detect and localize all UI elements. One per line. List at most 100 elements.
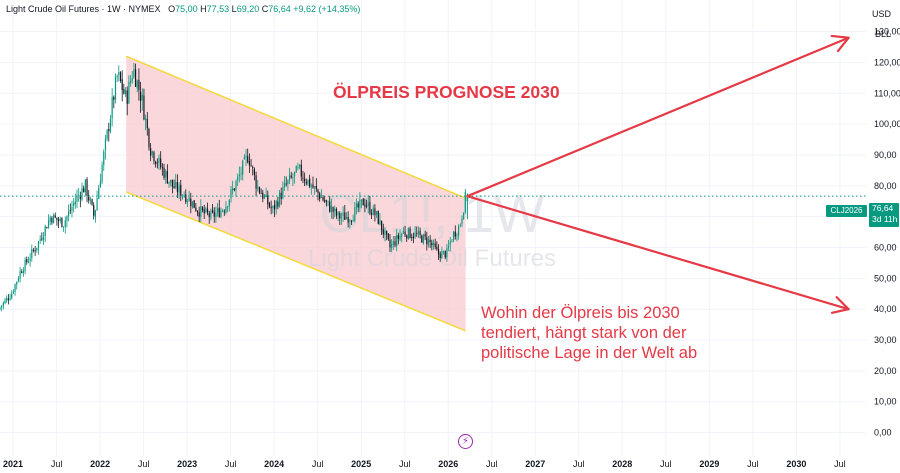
candle-body — [237, 176, 239, 181]
candle-body — [451, 240, 453, 242]
candle-body — [329, 201, 331, 212]
candle-body — [116, 75, 118, 78]
candle-body — [186, 200, 189, 202]
candle-body — [54, 215, 56, 218]
symbol-legend[interactable]: Light Crude Oil Futures · 1W · NYMEX O75… — [6, 4, 360, 14]
candle-body — [305, 181, 307, 184]
forecast-title[interactable]: ÖLPREIS PROGNOSE 2030 — [333, 82, 560, 102]
candle-body — [93, 205, 95, 216]
candle-body — [268, 203, 271, 207]
close-label: C — [261, 4, 269, 14]
candle-body — [145, 118, 147, 120]
candle-body — [360, 199, 363, 201]
currency-unit[interactable]: USD BLL — [872, 4, 891, 44]
projection-arrow-head — [830, 296, 850, 314]
time-tick-label: Jul — [138, 459, 150, 469]
time-tick-label: Jul — [225, 459, 237, 469]
candle-body — [238, 174, 240, 176]
candle-body — [26, 259, 28, 263]
candle-body — [208, 213, 210, 217]
candle-body — [73, 203, 75, 206]
channel-upper-line — [125, 55, 466, 199]
time-tick-label: Jul — [486, 459, 498, 469]
candle-body — [312, 184, 314, 188]
price-tick-label: 80,00 — [874, 181, 897, 191]
candle-body — [262, 192, 264, 199]
candle-body — [282, 187, 284, 199]
time-tick-label: 2029 — [699, 459, 719, 469]
candle-body — [160, 158, 162, 168]
projection-arrows[interactable] — [466, 34, 850, 314]
candle-body — [19, 271, 21, 279]
candle-body — [357, 203, 359, 208]
candle-body — [277, 201, 279, 207]
candle-body — [317, 189, 319, 194]
candle-body — [4, 300, 6, 304]
candle-body — [374, 208, 376, 216]
candle-body — [454, 231, 456, 237]
candle-body — [170, 179, 172, 183]
price-tick-label: 100,00 — [874, 119, 900, 129]
time-axis[interactable]: 2021 Jul 2022 Jul 2023 Jul 2024 Jul 2025 Jul 2026 J… — [3, 459, 846, 469]
candle-body — [458, 226, 460, 236]
time-tick-label: Jul — [312, 459, 324, 469]
candle-body — [427, 239, 430, 246]
candle-body — [220, 210, 222, 218]
candle-body — [118, 71, 120, 75]
candle-body — [362, 198, 364, 206]
forecast-note[interactable]: Wohin der Ölpreis bis 2030 tendiert, hän… — [481, 304, 697, 362]
candle-body — [324, 199, 326, 202]
lightning-icon[interactable]: ⚡ — [458, 434, 473, 449]
candle-body — [399, 235, 401, 240]
candle-body — [382, 229, 384, 235]
candle-body — [334, 208, 336, 212]
candle-body — [78, 195, 80, 197]
candle-body — [225, 206, 227, 214]
candle-body — [188, 197, 190, 202]
candle-body — [392, 241, 394, 245]
candle-body — [288, 175, 291, 181]
candle-body — [141, 94, 143, 101]
candle-body — [309, 178, 311, 187]
price-tick-label: 30,00 — [874, 335, 897, 345]
candle-body — [233, 188, 235, 191]
candle-body — [79, 195, 81, 199]
candle-body — [349, 220, 351, 222]
candle-body — [429, 239, 431, 242]
channel-fill — [126, 56, 466, 331]
candle-body — [242, 160, 244, 175]
candle-body — [49, 217, 51, 222]
candle-body — [134, 69, 137, 87]
candle-body — [310, 185, 312, 187]
candle-body — [9, 298, 11, 300]
candle-body — [104, 138, 107, 151]
candle-body — [248, 161, 250, 166]
candle-body — [161, 167, 163, 169]
candle-body — [191, 201, 194, 208]
regression-channel[interactable] — [125, 55, 466, 332]
candle-body — [51, 217, 53, 223]
candle-body — [283, 182, 286, 188]
candle-body — [320, 197, 322, 198]
price-tick-label: 120,00 — [874, 57, 900, 67]
candle-body — [148, 128, 150, 148]
candle-body — [68, 211, 70, 217]
candle-body — [91, 199, 93, 205]
candle-body — [158, 157, 160, 164]
candle-body — [442, 250, 445, 252]
candle-body — [138, 79, 140, 91]
low-label: L — [231, 4, 237, 14]
candle-body — [396, 235, 398, 247]
candle-body — [444, 251, 446, 258]
candle-body — [124, 90, 127, 95]
candle-body — [155, 161, 157, 164]
candle-body — [352, 219, 354, 222]
candle-body — [195, 207, 197, 211]
candle-body — [143, 95, 145, 120]
candle-body — [128, 81, 130, 104]
price-tick-label: 20,00 — [874, 366, 897, 376]
candle-body — [292, 177, 294, 179]
candle-body — [196, 210, 199, 213]
candle-body — [285, 183, 287, 185]
